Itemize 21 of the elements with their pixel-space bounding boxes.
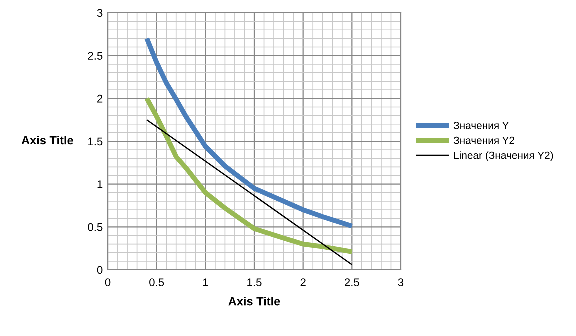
x-axis-title: Axis Title (228, 297, 280, 306)
y-axis-title: Axis Title (22, 136, 74, 145)
legend-label: Значения Y (454, 122, 510, 130)
line-series (144, 36, 355, 229)
y-tick-label: 1.5 (88, 138, 103, 146)
x-tick-label: 0.5 (150, 278, 164, 286)
line-series (144, 96, 355, 254)
y-tick-label: 0 (97, 266, 103, 274)
x-tick-label: 1 (203, 278, 208, 286)
legend-label: Linear (Значения Y2) (454, 152, 554, 162)
y-tick-label: 0.5 (88, 223, 103, 232)
legend-label: Значения Y2 (454, 136, 515, 144)
x-tick-label: 2 (300, 278, 306, 286)
x-tick-label: 1.5 (248, 278, 262, 286)
y-tick-label: 2.5 (88, 52, 103, 60)
y-tick-label: 3 (97, 9, 103, 18)
x-tick-label: 0 (105, 278, 111, 286)
y-tick-label: 1 (98, 180, 103, 188)
x-tick-label: 3 (398, 278, 404, 286)
y-tick-label: 2 (98, 94, 103, 103)
x-tick-label: 2.5 (345, 278, 360, 286)
